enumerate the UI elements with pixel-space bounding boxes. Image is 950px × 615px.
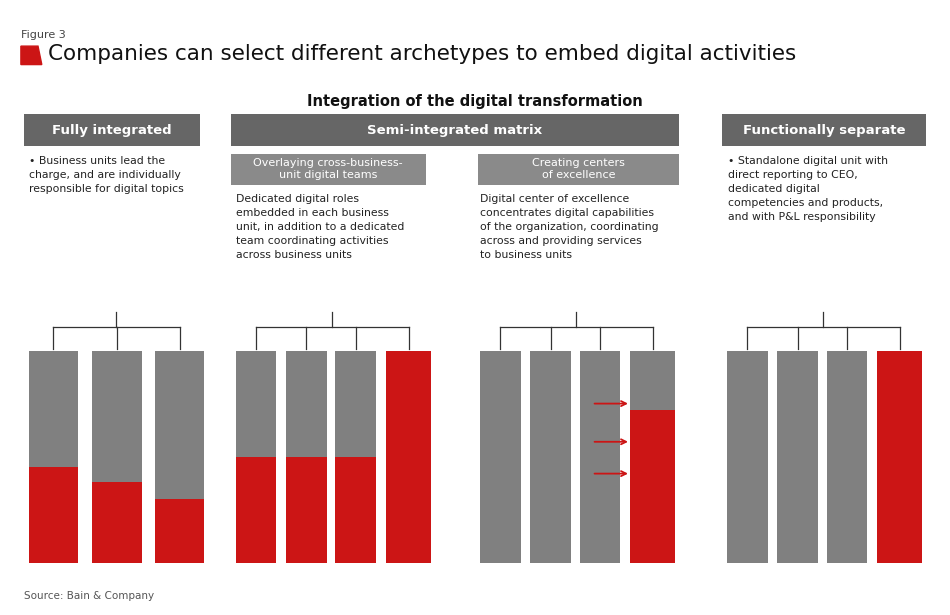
Bar [231, 114, 679, 146]
Text: Dedicated digital roles
embedded in each business
unit, in addition to a dedicat: Dedicated digital roles embedded in each… [236, 194, 404, 260]
Text: Digital center of excellence
concentrates digital capabilities
of the organizati: Digital center of excellence concentrate… [480, 194, 658, 260]
Text: Source: Bain & Company: Source: Bain & Company [24, 592, 154, 601]
Bar [478, 154, 679, 184]
Bar [231, 154, 426, 184]
Bar [335, 351, 376, 456]
Bar [727, 351, 768, 563]
Text: • Standalone digital unit with
direct reporting to CEO,
dedicated digital
compet: • Standalone digital unit with direct re… [728, 156, 887, 221]
Bar [630, 410, 675, 563]
Bar [777, 351, 818, 563]
Text: Figure 3: Figure 3 [21, 30, 66, 40]
Text: Integration of the digital transformation: Integration of the digital transformatio… [307, 94, 643, 109]
Bar [480, 351, 521, 563]
Bar [28, 351, 78, 467]
Bar [286, 456, 327, 563]
Bar [530, 351, 571, 563]
Bar [286, 351, 327, 456]
Bar [335, 456, 376, 563]
Text: Functionally separate: Functionally separate [743, 124, 905, 137]
Bar [236, 351, 276, 456]
Polygon shape [21, 46, 42, 65]
Text: Fully integrated: Fully integrated [52, 124, 171, 137]
Bar [155, 499, 204, 563]
Text: Overlaying cross-business-
unit digital teams: Overlaying cross-business- unit digital … [254, 158, 403, 180]
Bar [877, 351, 922, 563]
Bar [826, 351, 867, 563]
Text: • Business units lead the
charge, and are individually
responsible for digital t: • Business units lead the charge, and ar… [29, 156, 184, 194]
Bar [722, 114, 926, 146]
Bar [24, 114, 200, 146]
Bar [92, 351, 142, 482]
Bar [155, 351, 204, 499]
Text: Creating centers
of excellence: Creating centers of excellence [532, 158, 625, 180]
Text: Companies can select different archetypes to embed digital activities: Companies can select different archetype… [48, 44, 796, 64]
Bar [236, 456, 276, 563]
Bar [630, 351, 675, 410]
Bar [580, 351, 620, 563]
Text: Semi-integrated matrix: Semi-integrated matrix [368, 124, 542, 137]
Bar [92, 482, 142, 563]
Bar [28, 467, 78, 563]
Bar [386, 351, 431, 563]
